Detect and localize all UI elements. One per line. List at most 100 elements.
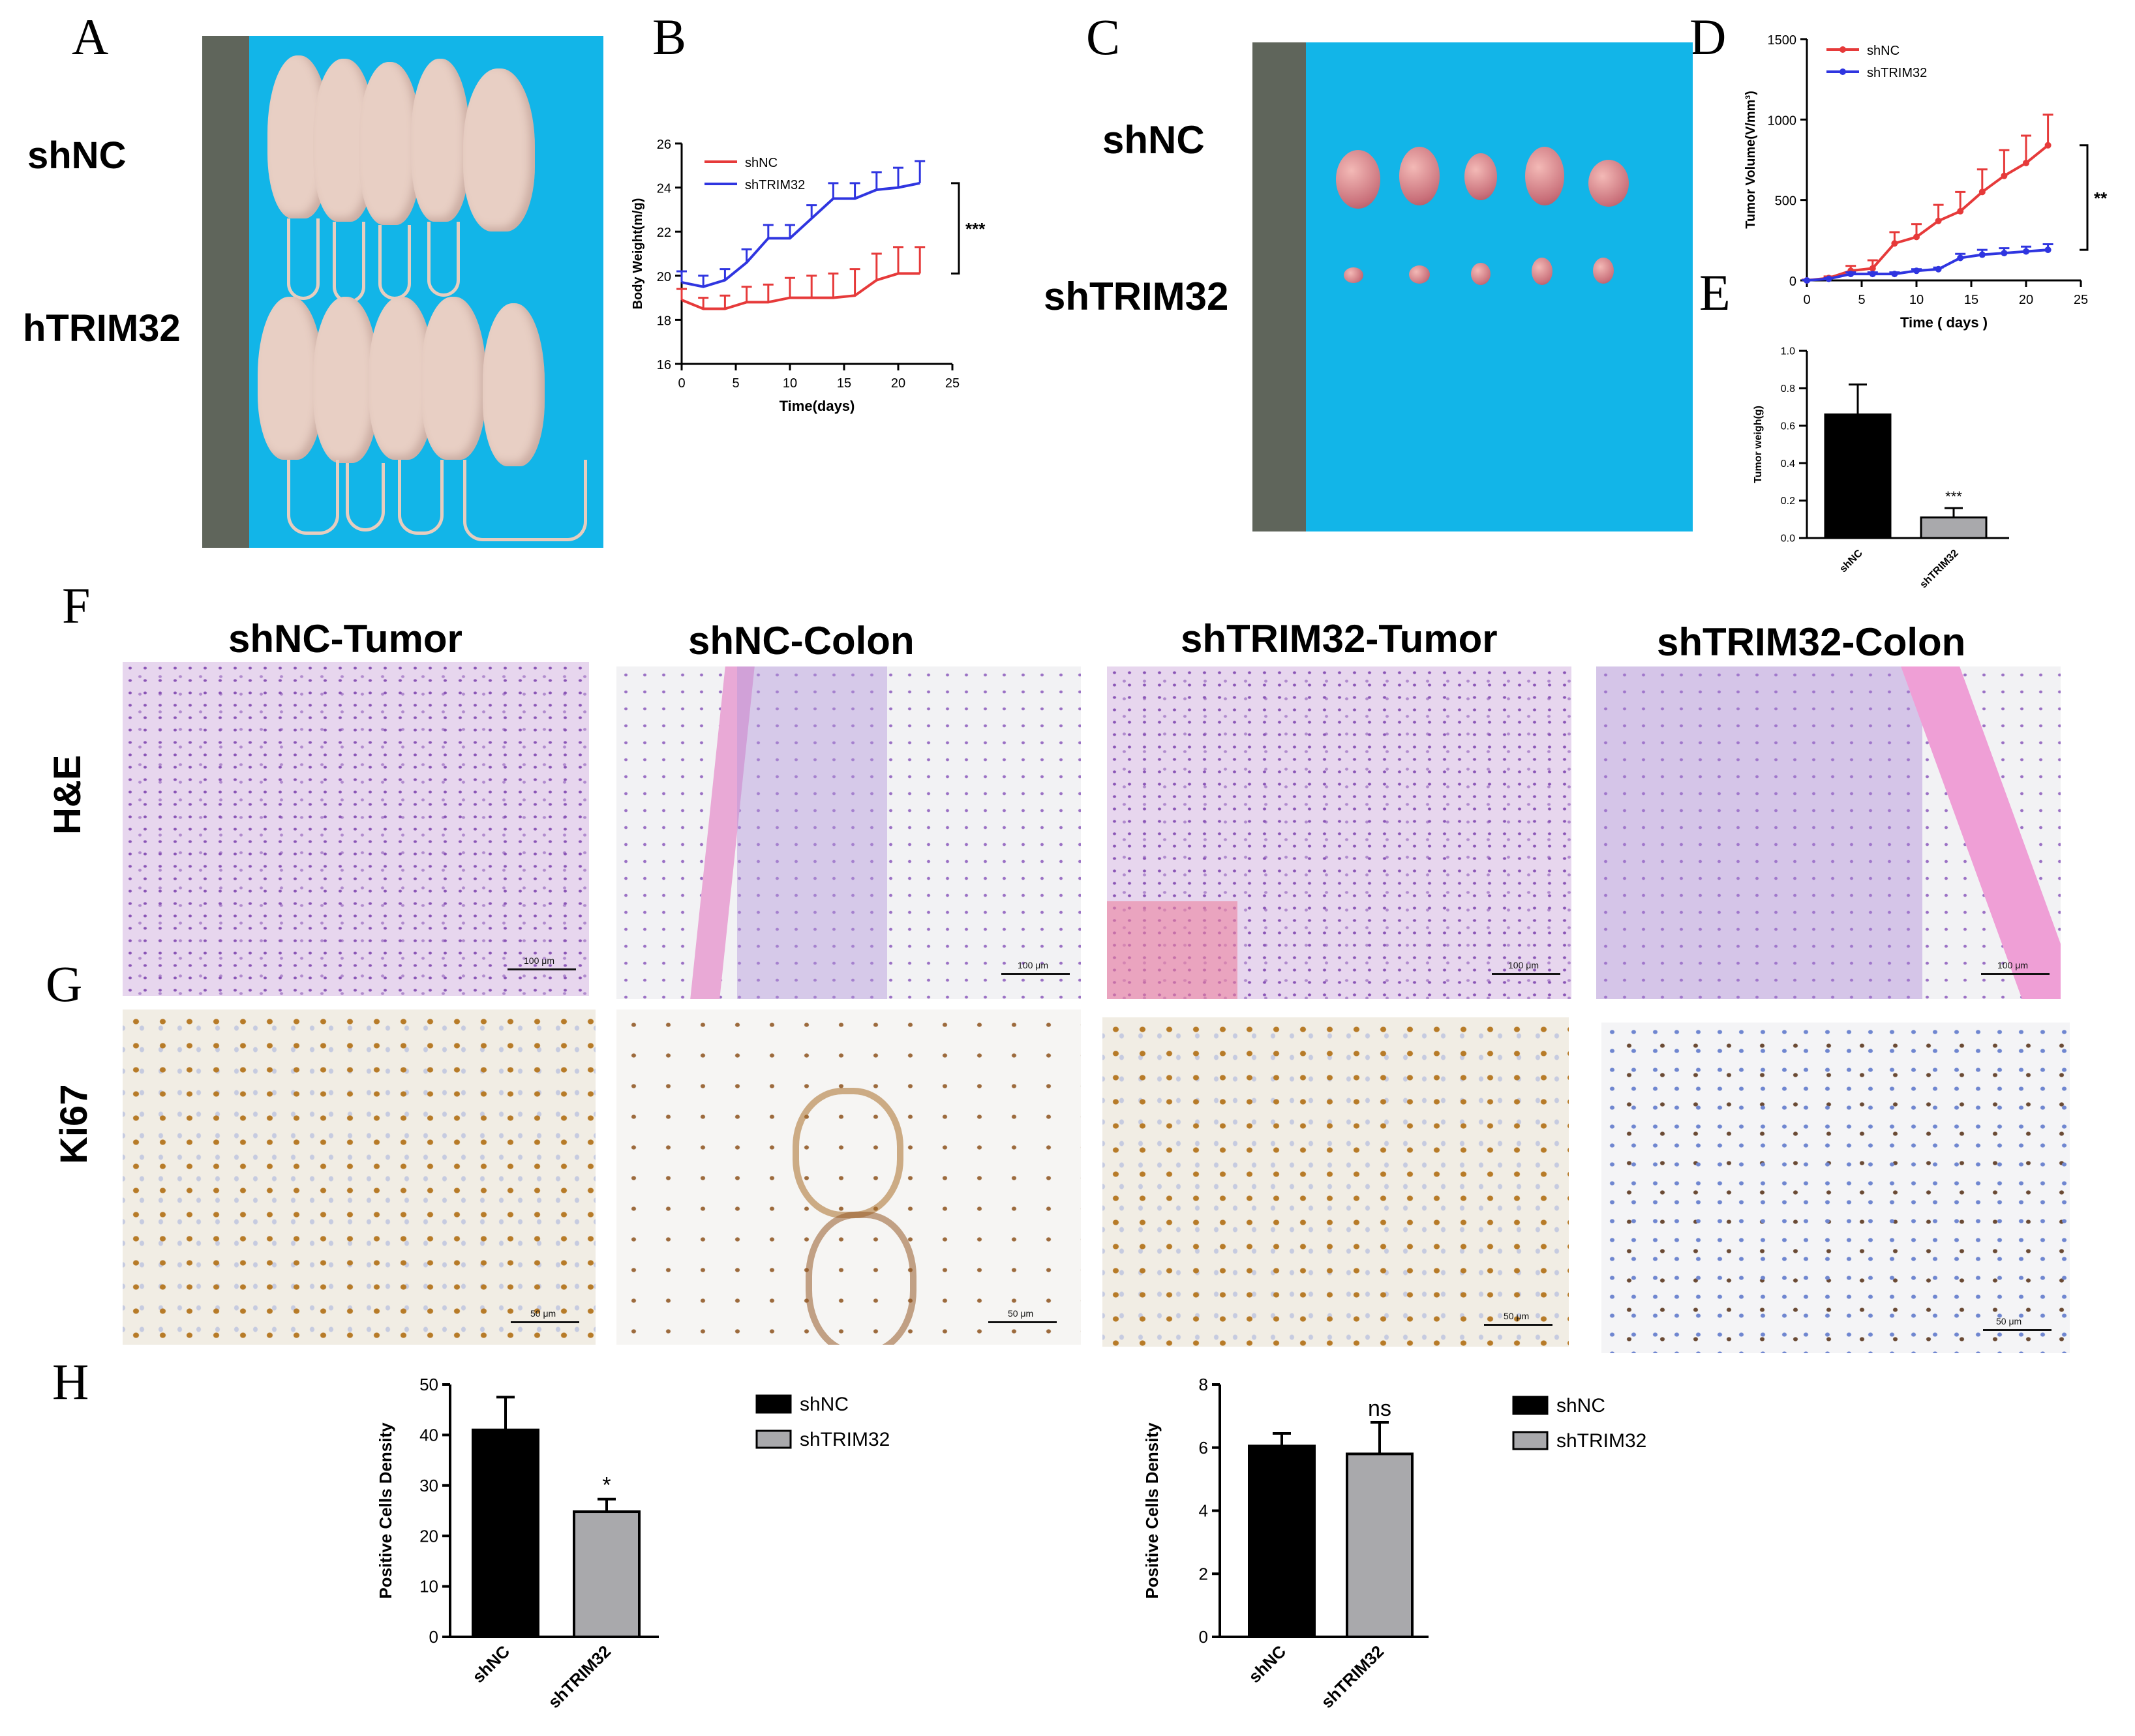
significance-label: ns: [1368, 1396, 1391, 1421]
chart-h1-axes: 0 10 20 30 40 50 Positive Cells Density shNC * sh…: [376, 1375, 890, 1712]
mouse: [483, 303, 545, 466]
y-tick-label: 500: [1775, 194, 1796, 209]
ki67-image-shtrim32-tumor: 50 μm: [1102, 1017, 1569, 1347]
y-tick-label: 0: [1199, 1627, 1208, 1647]
bar-shNC: [472, 1428, 539, 1638]
scale-bar-label: 50 μm: [1008, 1308, 1034, 1319]
x-tick-label: shTRIM32: [1918, 548, 1961, 591]
scale-bar-label: 100 μm: [1997, 960, 2028, 970]
mouse: [359, 62, 421, 225]
panel-a-label-htrim32: hTRIM32: [23, 307, 181, 350]
tumor-shnc: [1525, 147, 1564, 205]
y-tick-label: 8: [1199, 1375, 1208, 1394]
panel-letter-b: B: [652, 8, 687, 65]
y-tick-label: 24: [657, 182, 671, 196]
legend-label: shTRIM32: [745, 178, 805, 192]
legend-swatch-shTRIM32: [755, 1429, 792, 1449]
bar-shNC: [1248, 1444, 1316, 1639]
x-tick-label: shNC: [1838, 547, 1865, 575]
data-point: [1804, 277, 1810, 284]
crypt-stained: [806, 1212, 916, 1345]
tumor-shnc: [1588, 160, 1629, 207]
x-tick-label: 10: [1909, 293, 1924, 307]
ki67-image-shnc-colon: 50 μm: [616, 1010, 1081, 1345]
y-tick-label: 0.0: [1781, 533, 1795, 545]
y-tick-label: 22: [657, 226, 671, 240]
panel-a-label-shnc: shNC: [27, 134, 127, 177]
data-point: [1891, 271, 1898, 278]
scale-bar-label: 50 μm: [1504, 1311, 1530, 1321]
he-image-shtrim32-colon: 100 μm: [1596, 666, 2061, 999]
x-tick-label: 0: [1803, 293, 1810, 307]
histo-title-shnc-colon: shNC-Colon: [688, 619, 915, 663]
scale-bar-label: 100 μm: [1018, 960, 1048, 970]
x-axis-label: Time(days): [780, 398, 855, 414]
data-point: [2044, 142, 2052, 149]
data-point: [1869, 265, 1876, 272]
y-tick-label: 18: [657, 314, 671, 328]
y-tick-label: 1000: [1768, 113, 1797, 128]
legend-swatch-shNC: [755, 1394, 792, 1414]
y-tick-label: 20: [419, 1526, 438, 1546]
mouse-tail: [427, 222, 460, 297]
scale-bar: [511, 1321, 579, 1323]
series-line-shNC: [681, 272, 920, 310]
x-tick-label: shTRIM32: [544, 1641, 614, 1712]
scale-bar-label: 100 μm: [524, 955, 554, 966]
x-tick-label: 5: [732, 376, 739, 391]
chart-positive-cells-1: 0 10 20 30 40 50 Positive Cells Density shNC * sh…: [376, 1375, 890, 1712]
he-image-shnc-colon: 100 μm: [616, 666, 1081, 999]
chart-d-axes: 0 500 1000 1500 0 5 10 15 20 25 Time ( days ) Tumor…: [1744, 33, 2108, 331]
x-tick-label: 15: [1964, 293, 1978, 307]
x-tick-label: 15: [837, 376, 851, 391]
panel-letter-f: F: [62, 577, 91, 634]
y-tick-label: 50: [419, 1375, 438, 1394]
significance-label: *: [602, 1473, 611, 1498]
data-point: [1978, 188, 1986, 196]
scale-bar-label: 100 μm: [1508, 960, 1539, 970]
panel-letter-h: H: [52, 1353, 89, 1410]
data-point: [1978, 251, 1986, 258]
y-tick-label: 0.6: [1781, 421, 1795, 432]
tumor-shnc: [1399, 147, 1440, 205]
series-line-shNC: [1806, 144, 2049, 282]
chart-body-weight: 16 18 20 22 24 26 0 5 10 15 20 25 Time(days) Body Wei…: [631, 138, 986, 414]
legend-label: shNC: [800, 1394, 849, 1415]
tumor-shtrim32: [1409, 265, 1430, 284]
muscle-region: [1107, 901, 1237, 999]
scale-bar: [988, 1321, 1057, 1323]
legend-swatch-shNC: [1512, 1396, 1549, 1415]
y-tick-label: 26: [657, 138, 671, 152]
legend-label: shTRIM32: [1556, 1430, 1646, 1452]
data-point: [2001, 250, 2008, 257]
x-tick-label: shNC: [1245, 1641, 1290, 1686]
chart-b-axes: 16 18 20 22 24 26 0 5 10 15 20 25 Time(days) Body Wei…: [631, 138, 986, 414]
legend-label: shTRIM32: [1867, 66, 1927, 80]
data-point: [1957, 254, 1964, 262]
data-point: [1825, 275, 1832, 282]
legend-marker: [1840, 46, 1846, 53]
y-tick-label: 1500: [1768, 33, 1797, 48]
chart-positive-cells-2: 0 2 4 6 8 Positive Cells Density shNC ns shTRIM3…: [1142, 1375, 1646, 1712]
data-point: [1913, 267, 1920, 275]
x-tick-label: 10: [783, 376, 797, 391]
x-tick-label: shNC: [468, 1641, 513, 1686]
y-axis-label: Positive Cells Density: [1142, 1422, 1162, 1599]
he-image-shtrim32-tumor: 100 μm: [1107, 666, 1571, 999]
significance-label: ***: [1945, 488, 1962, 505]
bar-shTRIM32: [1920, 516, 1988, 539]
he-image-shnc-tumor: 100 μm: [123, 662, 589, 996]
histo-title-shtrim32-colon: shTRIM32-Colon: [1657, 620, 1966, 664]
data-point: [1957, 207, 1964, 215]
legend-marker: [1840, 68, 1846, 75]
tumor-shtrim32: [1344, 267, 1363, 283]
data-point: [1891, 240, 1898, 247]
scale-bar: [1492, 973, 1560, 975]
mouse-tail: [378, 225, 411, 300]
ki67-image-shtrim32-colon: 50 μm: [1601, 1023, 2070, 1353]
x-tick-label: 0: [678, 376, 685, 391]
tumor-photo: [1252, 42, 1693, 531]
mouse-tail: [398, 460, 444, 535]
y-tick-label: 16: [657, 358, 671, 372]
panel-c-label-shtrim32: shTRIM32: [1044, 275, 1229, 318]
